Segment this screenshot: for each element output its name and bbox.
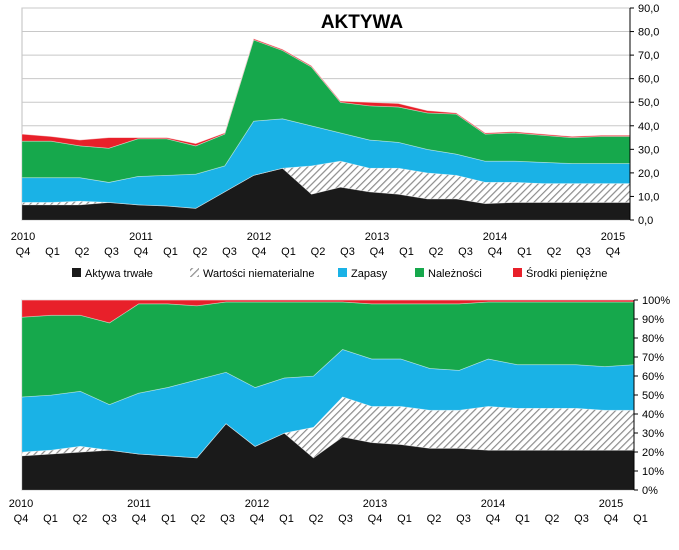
- x-tick-label: Q3: [576, 246, 591, 258]
- x-tick-label: Q2: [429, 246, 444, 258]
- y-tick-label: 10,0: [638, 191, 659, 203]
- x-year-label: 2013: [363, 498, 387, 510]
- y-tick-label: 0%: [642, 485, 658, 497]
- x-tick-label: Q3: [104, 246, 119, 258]
- legend-label-srodki-pieniezne: Środki pieniężne: [526, 267, 607, 280]
- x-tick-label: Q4: [252, 246, 267, 258]
- x-year-label: 2014: [481, 498, 505, 510]
- x-tick-label: Q3: [458, 246, 473, 258]
- x-tick-label: Q4: [134, 246, 149, 258]
- legend-label-wartosci-niematerialne: Wartości niematerialne: [203, 268, 314, 280]
- x-tick-label: Q1: [517, 246, 532, 258]
- x-tick-label: Q4: [16, 246, 31, 258]
- x-tick-label: Q3: [338, 513, 353, 525]
- x-tick-label: Q1: [281, 246, 296, 258]
- x-tick-label: Q3: [456, 513, 471, 525]
- x-tick-label: Q3: [340, 246, 355, 258]
- y-tick-label: 50,0: [638, 97, 659, 109]
- x-tick-label: Q3: [220, 513, 235, 525]
- y-tick-label: 60%: [642, 371, 664, 383]
- area-edge-srodki-pieniezne: [21, 37, 630, 144]
- y-tick-label: 0,0: [638, 215, 653, 227]
- x-year-label: 2012: [247, 231, 271, 243]
- y-tick-label: 40,0: [638, 121, 659, 133]
- y-tick-label: 50%: [642, 390, 664, 402]
- x-tick-label: Q3: [222, 246, 237, 258]
- legend-label-zapasy: Zapasy: [351, 268, 388, 280]
- x-tick-label: Q4: [486, 513, 501, 525]
- x-tick-label: Q3: [574, 513, 589, 525]
- chart-legend: Aktywa trwałe Wartości niematerialne Zapas…: [72, 267, 607, 280]
- x-tick-label: Q2: [427, 513, 442, 525]
- y-tick-label: 80%: [642, 333, 664, 345]
- x-year-label: 2012: [245, 498, 269, 510]
- x-year-label: 2014: [483, 231, 507, 243]
- x-year-label: 2015: [599, 498, 623, 510]
- x-tick-label: Q2: [311, 246, 326, 258]
- y-tick-label: 90,0: [638, 3, 659, 15]
- x-tick-label: Q2: [547, 246, 562, 258]
- legend-swatch-naleznosci: [415, 268, 424, 277]
- y-tick-label: 70%: [642, 352, 664, 364]
- x-year-label: 2010: [11, 231, 35, 243]
- x-tick-label: Q4: [132, 513, 147, 525]
- x-tick-label: Q4: [368, 513, 383, 525]
- x-tick-label: Q1: [515, 513, 530, 525]
- x-tick-label: Q4: [604, 513, 619, 525]
- x-tick-label: Q1: [279, 513, 294, 525]
- aktywa-value-chart: 0,0 10,0 20,0 30,0 40,0 50,0 60,0 70,0 80,0 90,0 Q…: [11, 3, 660, 258]
- y-tick-label: 10%: [642, 466, 664, 478]
- y-tick-label: 80,0: [638, 27, 659, 39]
- y-tick-label: 70,0: [638, 50, 659, 62]
- x-tick-label: Q1: [163, 246, 178, 258]
- x-tick-label: Q4: [488, 246, 503, 258]
- x-year-label: 2013: [365, 231, 389, 243]
- x-tick-label: Q1: [399, 246, 414, 258]
- y-tick-label: 30,0: [638, 144, 659, 156]
- legend-label-naleznosci: Należności: [428, 268, 482, 280]
- y-tick-label: 100%: [642, 295, 670, 307]
- x-tick-label: Q2: [545, 513, 560, 525]
- legend-swatch-zapasy: [338, 268, 347, 277]
- y-tick-label: 20,0: [638, 168, 659, 180]
- x-tick-label: Q1: [43, 513, 58, 525]
- x-tick-label: Q2: [309, 513, 324, 525]
- x-tick-label: Q3: [102, 513, 117, 525]
- y-tick-label: 60,0: [638, 74, 659, 86]
- x-year-label: 2010: [9, 498, 33, 510]
- y-tick-label: 90%: [642, 314, 664, 326]
- x-year-label: 2011: [129, 231, 153, 243]
- legend-swatch-wartosci-niematerialne: [190, 268, 199, 277]
- chart-title: AKTYWA: [321, 12, 404, 33]
- y-tick-label: 20%: [642, 447, 664, 459]
- x-tick-label: Q4: [14, 513, 29, 525]
- x-year-label: 2015: [601, 231, 625, 243]
- x-tick-label: Q1: [397, 513, 412, 525]
- x-tick-label: Q2: [193, 246, 208, 258]
- x-tick-label: Q4: [370, 246, 385, 258]
- x-tick-label: Q1: [161, 513, 176, 525]
- x-year-label: 2011: [127, 498, 151, 510]
- x-tick-label: Q4: [250, 513, 265, 525]
- x-tick-label: Q2: [73, 513, 88, 525]
- legend-swatch-srodki-pieniezne: [513, 268, 522, 277]
- y-tick-label: 40%: [642, 409, 664, 421]
- x-tick-label: Q2: [75, 246, 90, 258]
- x-tick-label: Q1: [45, 246, 60, 258]
- aktywa-structure-chart: 0% 10% 20% 30% 40% 50% 60% 70% 80% 90% 100% Q4 Q1 Q2 Q…: [9, 295, 671, 525]
- legend-swatch-aktywa-trwale: [72, 268, 81, 277]
- x-tick-label: Q2: [191, 513, 206, 525]
- y-tick-label: 30%: [642, 428, 664, 440]
- legend-label-aktywa-trwale: Aktywa trwałe: [85, 268, 153, 280]
- x-tick-label: Q1: [633, 513, 648, 525]
- x-tick-label: Q4: [606, 246, 621, 258]
